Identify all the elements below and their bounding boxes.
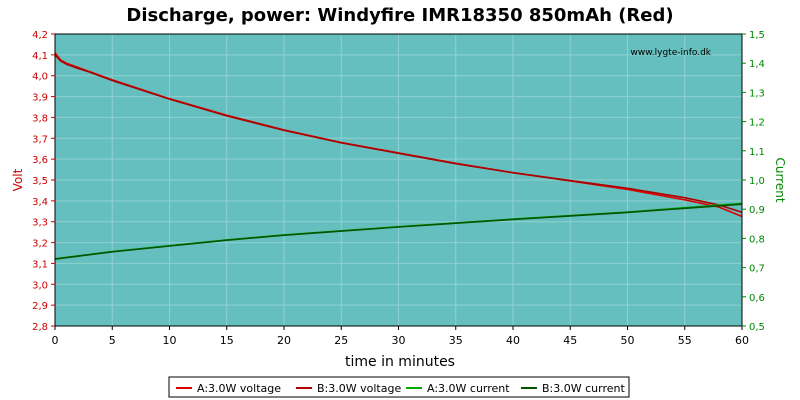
right-tick-label: 1,5 xyxy=(749,30,765,41)
x-tick-label: 30 xyxy=(392,334,406,347)
x-axis-ticks: 0 5 10 15 20 25 30 35 40 45 50 55 60 xyxy=(52,326,749,347)
right-tick-label: 0,7 xyxy=(749,264,765,275)
legend-label-1: A:3.0W voltage xyxy=(197,382,281,395)
y-axis-left-label: Volt xyxy=(11,168,25,191)
left-axis-ticks: 2,8 2,9 3,0 3,1 3,2 3,3 3,4 3,5 3,6 3,7 3,8 3,9 4,0 4… xyxy=(32,30,55,333)
series-lines xyxy=(54,52,743,260)
x-tick-label: 45 xyxy=(563,334,577,347)
y-axis-right-label: Current xyxy=(773,157,787,202)
series-line-2 xyxy=(54,54,743,214)
right-tick-label: 1,4 xyxy=(749,59,765,70)
grid-lines xyxy=(55,34,742,326)
x-tick-label: 5 xyxy=(109,334,116,347)
legend-label-3: A:3.0W current xyxy=(427,382,510,395)
legend: A:3.0W voltage B:3.0W voltage A:3.0W curre… xyxy=(176,382,625,395)
x-tick-label: 55 xyxy=(678,334,692,347)
x-tick-label: 60 xyxy=(735,334,749,347)
right-tick-label: 0,6 xyxy=(749,293,765,304)
x-tick-label: 50 xyxy=(621,334,635,347)
left-tick-label: 4,0 xyxy=(32,72,48,83)
left-tick-label: 4,2 xyxy=(32,30,48,41)
right-tick-label: 1,0 xyxy=(749,176,765,187)
left-tick-label: 3,7 xyxy=(32,134,48,145)
left-tick-label: 2,9 xyxy=(32,301,48,312)
left-tick-label: 3,8 xyxy=(32,113,48,124)
right-tick-label: 1,3 xyxy=(749,88,765,99)
left-tick-label: 3,0 xyxy=(32,280,48,291)
chart-title: Discharge, power: Windyfire IMR18350 850… xyxy=(126,5,673,26)
left-tick-label: 3,5 xyxy=(32,176,48,187)
left-tick-label: 3,4 xyxy=(32,197,48,208)
left-tick-label: 3,2 xyxy=(32,239,48,250)
left-tick-label: 3,6 xyxy=(32,155,48,166)
x-tick-label: 20 xyxy=(277,334,291,347)
right-tick-label: 0,9 xyxy=(749,205,765,216)
x-tick-label: 10 xyxy=(163,334,177,347)
legend-label-2: B:3.0W voltage xyxy=(317,382,401,395)
right-axis-ticks: 0,5 0,6 0,7 0,8 0,9 1,0 1,1 1,2 1,3 1,4 1,5 xyxy=(742,30,765,333)
series-line-4 xyxy=(54,203,743,260)
left-tick-label: 3,9 xyxy=(32,93,48,104)
legend-label-4: B:3.0W current xyxy=(542,382,625,395)
right-tick-label: 0,8 xyxy=(749,234,765,245)
x-axis-label: time in minutes xyxy=(345,354,455,370)
left-tick-label: 4,1 xyxy=(32,51,48,62)
right-tick-label: 1,1 xyxy=(749,147,765,158)
x-tick-label: 40 xyxy=(506,334,520,347)
x-tick-label: 25 xyxy=(334,334,348,347)
watermark: www.lygte-info.dk xyxy=(631,48,712,58)
right-tick-label: 0,5 xyxy=(749,322,765,333)
x-tick-label: 0 xyxy=(52,334,59,347)
right-tick-label: 1,2 xyxy=(749,118,765,129)
left-tick-label: 3,3 xyxy=(32,218,48,229)
left-tick-label: 2,8 xyxy=(32,322,48,333)
x-tick-label: 15 xyxy=(220,334,234,347)
left-tick-label: 3,1 xyxy=(32,259,48,270)
x-tick-label: 35 xyxy=(449,334,463,347)
legend-box xyxy=(168,376,630,398)
